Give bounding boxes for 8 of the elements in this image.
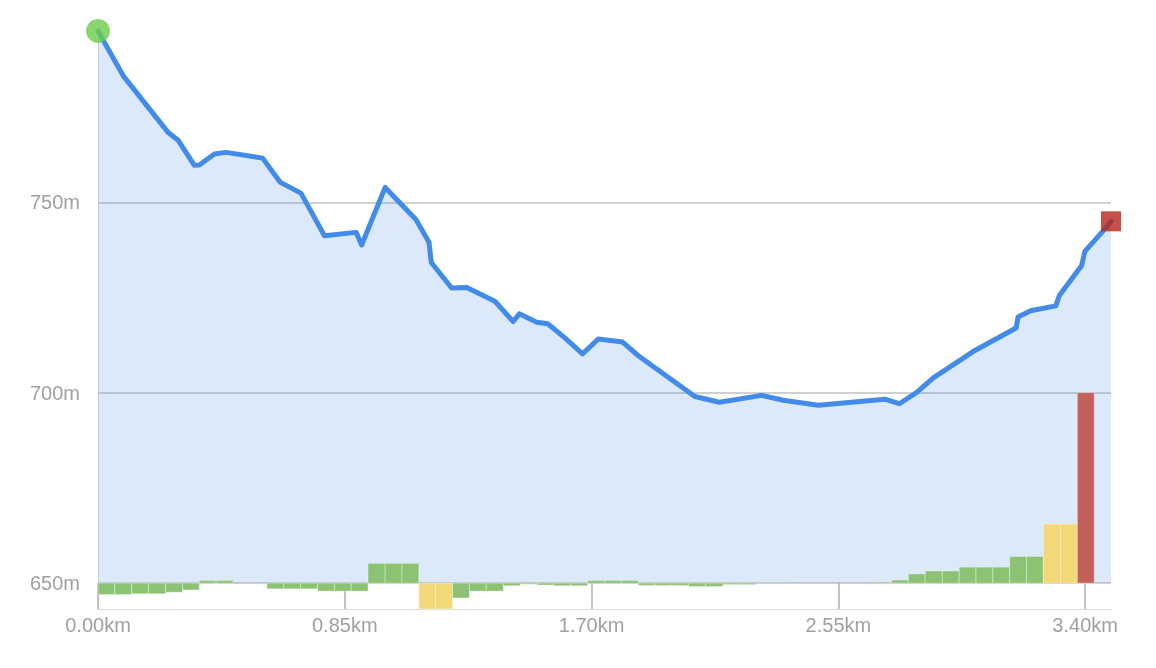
y-tick-label: 700m <box>29 381 80 404</box>
y-tick-label: 750m <box>29 191 80 214</box>
y-tick-label: 650m <box>29 572 80 595</box>
x-tick-label: 3.40km <box>1052 614 1118 636</box>
x-tick-label: 0.00km <box>65 614 131 636</box>
x-tick-label: 1.70km <box>558 614 625 636</box>
x-tick-label: 0.85km <box>311 614 378 636</box>
x-tick-label: 2.55km <box>805 614 872 636</box>
